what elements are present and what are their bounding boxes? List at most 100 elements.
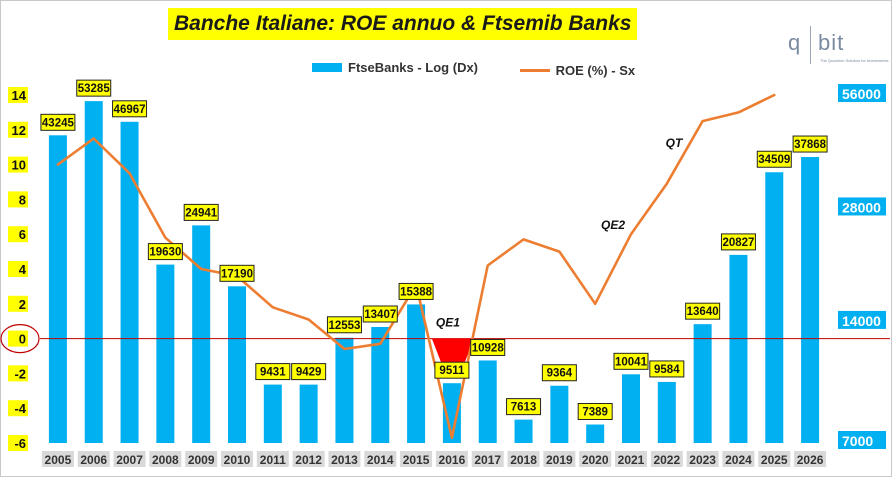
x-tick-label: 2008 (152, 453, 179, 467)
x-tick-label: 2014 (367, 453, 394, 467)
legend-line-swatch (519, 69, 550, 72)
data-label-box-2022 (649, 360, 685, 378)
bar-2013 (335, 337, 354, 443)
logo-divider (810, 26, 811, 64)
right-tick-label: 28000 (842, 199, 881, 215)
data-label-2022: 9584 (654, 364, 680, 376)
x-tick-label: 2011 (260, 453, 286, 467)
data-label-2025: 34509 (758, 154, 790, 166)
annotations-group: QE1 QE2 QT (436, 136, 684, 329)
bar-2023 (693, 324, 712, 443)
bar-2012 (299, 384, 318, 443)
bar-2025 (765, 172, 784, 443)
left-tick-label: 0 (19, 332, 26, 347)
x-tick-bg (185, 451, 218, 467)
bar-2019 (550, 385, 569, 443)
bar-2020 (586, 424, 605, 443)
x-tick-bg (507, 451, 540, 467)
bar-2006 (84, 101, 103, 443)
x-tick-label: 2017 (474, 453, 501, 467)
legend-bar-swatch (312, 63, 342, 72)
data-label-2026: 37868 (794, 139, 827, 151)
bar-2014 (371, 326, 390, 443)
right-tick-label: 56000 (842, 86, 881, 102)
bar-2016 (442, 383, 461, 443)
data-label-2009: 24941 (185, 207, 218, 219)
qe1-marker-group (431, 338, 474, 365)
data-label-2008: 19630 (149, 247, 181, 259)
x-tick-bg (543, 451, 576, 467)
data-label-2006: 53285 (78, 83, 111, 95)
right-axis: 56000 28000 14000 7000 (838, 84, 886, 449)
x-tick-label: 2026 (797, 453, 824, 467)
right-tick-label: 14000 (842, 313, 881, 329)
chart-title: Banche Italiane: ROE annuo & Ftsemib Ban… (168, 8, 638, 40)
right-tick-bg (838, 431, 886, 449)
x-tick-label: 2009 (188, 453, 215, 467)
data-label-box-2014 (362, 305, 398, 323)
x-tick-bg (758, 451, 791, 467)
x-tick-bg (650, 451, 683, 467)
data-label-2015: 15388 (400, 286, 433, 298)
x-tick-label: 2020 (582, 453, 609, 467)
left-tick-label: 12 (12, 123, 26, 138)
x-tick-label: 2005 (45, 453, 72, 467)
bar-2022 (657, 381, 676, 443)
left-tick-bg (8, 191, 28, 208)
x-axis: 2005 2006 2007 2008 2009 2010 2011 2012 2013 2014… (41, 451, 827, 467)
data-label-box-2025 (756, 150, 792, 168)
x-tick-bg (292, 451, 325, 467)
left-tick-label: 8 (19, 192, 26, 207)
left-tick-label: 14 (12, 88, 27, 103)
data-label-2023: 13640 (687, 306, 719, 318)
data-label-box-2016 (434, 361, 470, 379)
data-label-box-2020 (577, 403, 613, 421)
left-tick-bg (8, 295, 28, 312)
data-label-box-2023 (685, 302, 721, 320)
x-tick-bg (41, 451, 74, 467)
data-label-box-2017 (470, 338, 506, 356)
x-tick-label: 2006 (80, 453, 107, 467)
x-tick-label: 2016 (439, 453, 466, 467)
data-label-2017: 10928 (472, 342, 505, 354)
data-label-box-2013 (326, 316, 362, 334)
data-label-box-2015 (398, 282, 434, 300)
bar-2008 (156, 264, 175, 443)
bar-2015 (407, 304, 426, 443)
x-tick-label: 2013 (331, 453, 358, 467)
bars-group (48, 101, 820, 444)
x-tick-bg (615, 451, 647, 467)
left-tick-bg (8, 121, 28, 138)
x-tick-label: 2022 (653, 453, 680, 467)
legend-bar-label: FtseBanks - Log (Dx) (348, 60, 479, 75)
data-label-2013: 12553 (328, 320, 360, 332)
data-label-2018: 7613 (511, 402, 537, 414)
x-tick-label: 2007 (116, 453, 143, 467)
x-tick-label: 2024 (725, 453, 752, 467)
left-tick-bg (8, 330, 28, 347)
legend-item-line: ROE (%) - Sx (519, 63, 635, 78)
right-tick-bg (838, 197, 886, 216)
x-tick-label: 2015 (403, 453, 430, 467)
left-tick-label: -4 (14, 401, 26, 416)
bar-2026 (801, 157, 820, 444)
bar-2007 (120, 121, 139, 444)
left-tick-label: 6 (19, 227, 26, 242)
annotation-qe1: QE1 (436, 316, 460, 330)
left-tick-bg (8, 400, 28, 417)
x-tick-bg (579, 451, 612, 467)
left-tick-label: 4 (19, 262, 27, 277)
data-label-2010: 17190 (221, 268, 253, 280)
x-tick-bg (471, 451, 504, 467)
x-tick-bg (435, 451, 468, 467)
x-tick-bg (256, 451, 289, 467)
data-label-box-2021 (613, 352, 649, 370)
left-tick-bg (8, 226, 28, 243)
data-label-2011: 9431 (260, 367, 286, 379)
left-tick-label: 2 (19, 297, 26, 312)
data-label-2012: 9429 (296, 367, 322, 379)
legend-item-bars: FtseBanks - Log (Dx) (312, 60, 478, 75)
data-label-box-2005 (40, 113, 76, 131)
bar-2010 (228, 286, 246, 443)
data-label-2007: 46967 (114, 104, 146, 116)
